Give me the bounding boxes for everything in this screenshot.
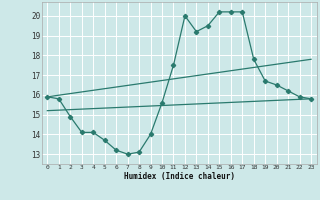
X-axis label: Humidex (Indice chaleur): Humidex (Indice chaleur)	[124, 172, 235, 181]
